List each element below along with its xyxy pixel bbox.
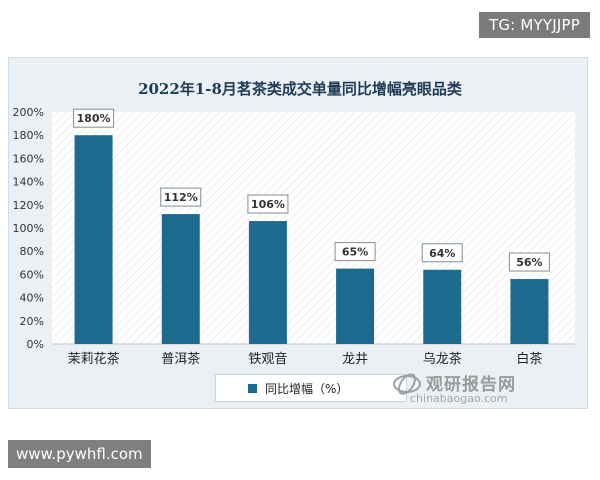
y-tick-label: 140% [13, 176, 44, 189]
bar [336, 268, 375, 344]
source-logo-icon [393, 373, 421, 395]
y-tick-label: 200% [13, 106, 44, 119]
x-tick-label: 乌龙茶 [423, 351, 462, 367]
data-label-box [421, 243, 463, 263]
bar [423, 269, 462, 344]
y-tick-label: 100% [13, 222, 44, 235]
plot-area [52, 112, 575, 344]
chart-title: 2022年1-8月茗茶类成交单量同比增幅亮眼品类 [138, 80, 462, 98]
y-tick-label: 180% [13, 129, 44, 142]
x-tick-label: 铁观音 [248, 351, 287, 367]
y-tick-label: 0% [27, 338, 44, 351]
data-label-box [160, 187, 202, 207]
source-url: chinabaogao.com [410, 392, 508, 405]
x-tick-label: 龙井 [342, 352, 368, 367]
data-label-box [247, 194, 289, 214]
y-tick-label: 40% [20, 292, 44, 305]
source-name: 观研报告网 [426, 375, 516, 395]
legend-label: 同比增幅（%） [265, 381, 349, 396]
bar [510, 279, 549, 344]
data-label: 65% [342, 246, 368, 259]
source-logo: 观研报告网 chinabaogao.com [392, 370, 562, 410]
data-label: 112% [164, 191, 198, 204]
x-tick-label: 茉莉花茶 [68, 351, 120, 367]
y-tick-label: 80% [20, 245, 44, 258]
bar [161, 214, 200, 344]
data-label-box [334, 242, 376, 262]
data-label-box [508, 252, 550, 272]
x-tick-label: 白茶 [516, 351, 542, 367]
bar [248, 221, 287, 344]
data-label-box [73, 108, 115, 128]
legend: 同比增幅（%） [215, 374, 407, 402]
data-label: 56% [516, 256, 542, 269]
y-tick-label: 160% [13, 152, 44, 165]
x-tick-label: 普洱茶 [161, 351, 200, 367]
data-label: 106% [251, 198, 285, 211]
data-label: 180% [77, 112, 111, 125]
y-tick-label: 60% [20, 268, 44, 281]
watermark-top-right: TG: MYYJJPP [478, 12, 590, 38]
data-label: 64% [429, 247, 455, 260]
bar [74, 135, 113, 344]
y-tick-label: 120% [13, 199, 44, 212]
watermark-bottom-left: www.pywhfl.com [8, 440, 151, 468]
y-tick-label: 20% [20, 315, 44, 328]
legend-swatch [248, 383, 257, 393]
